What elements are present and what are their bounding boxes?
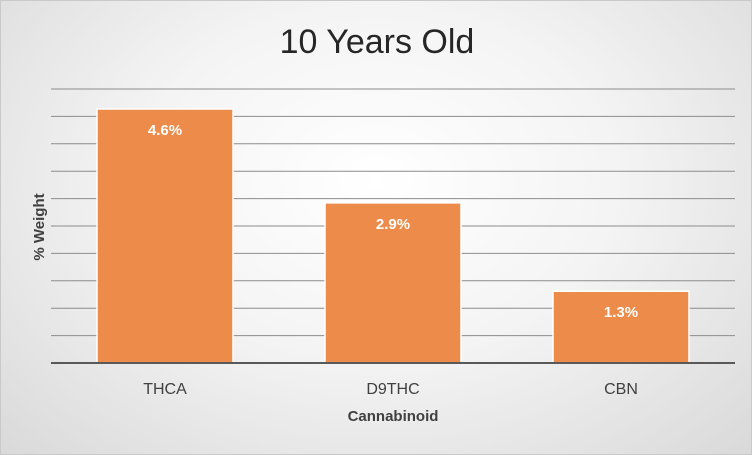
- data-label: 4.6%: [148, 122, 182, 139]
- x-tick-label: D9THC: [366, 381, 419, 398]
- data-label: 2.9%: [376, 216, 410, 233]
- chart-title: 10 Years Old: [280, 23, 475, 61]
- x-tick-label: THCA: [143, 381, 187, 398]
- y-axis-title: % Weight: [31, 193, 48, 260]
- x-tick-label: CBN: [604, 381, 638, 398]
- bar-cbn: [552, 290, 690, 364]
- bar-thca: [96, 108, 234, 364]
- category-ticks: THCA D9THC CBN: [143, 381, 638, 398]
- data-label: 1.3%: [604, 304, 638, 321]
- x-axis-title: Cannabinoid: [348, 408, 439, 425]
- bar-d9thc: [324, 202, 462, 364]
- bars: 4.6% 2.9% 1.3%: [96, 108, 690, 364]
